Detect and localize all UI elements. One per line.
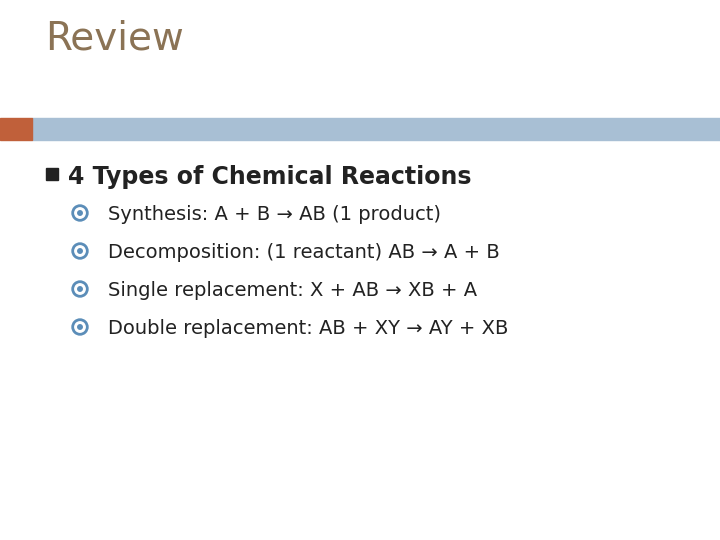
Circle shape [78,211,82,215]
Circle shape [78,287,82,291]
Text: Single replacement: X + AB → XB + A: Single replacement: X + AB → XB + A [108,281,477,300]
Circle shape [75,322,85,332]
Circle shape [72,281,88,297]
Text: Decomposition: (1 reactant) AB → A + B: Decomposition: (1 reactant) AB → A + B [108,243,500,262]
Circle shape [72,319,88,335]
Circle shape [72,243,88,259]
Circle shape [78,325,82,329]
Text: Review: Review [45,20,184,58]
Bar [0,118,32,140]
Circle shape [78,249,82,253]
Circle shape [75,284,85,294]
Circle shape [75,208,85,218]
Text: Double replacement: AB + XY → AY + XB: Double replacement: AB + XY → AY + XB [108,319,508,338]
Circle shape [72,205,88,221]
Text: Synthesis: A + B → AB (1 product): Synthesis: A + B → AB (1 product) [108,205,441,224]
Text: 4 Types of Chemical Reactions: 4 Types of Chemical Reactions [68,165,472,189]
Bar [32,118,720,140]
Circle shape [75,246,85,256]
Bar [46,168,58,180]
